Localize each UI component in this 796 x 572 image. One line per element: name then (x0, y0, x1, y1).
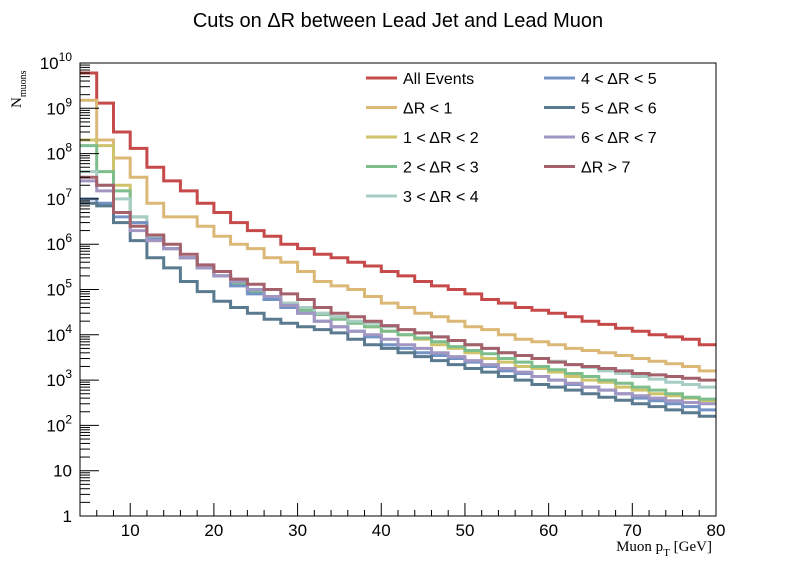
x-tick-label: 60 (539, 521, 558, 540)
series-line-7 (80, 201, 716, 418)
legend: All Events ΔR < 1 1 < ΔR < 2 2 < ΔR < 3 3 < … (366, 71, 657, 206)
plot-curves (80, 71, 716, 418)
legend-label: 3 < ΔR < 4 (403, 189, 479, 206)
x-tick-label: 80 (707, 521, 726, 540)
chart-title: Cuts on ΔR between Lead Jet and Lead Muo… (193, 10, 603, 32)
series-line-1 (80, 71, 716, 347)
x-tick-label: 10 (121, 521, 140, 540)
x-tick-label: 70 (623, 521, 642, 540)
y-tick-label: 1 (63, 507, 72, 526)
y-tick-label: 103 (46, 367, 72, 390)
x-axis-label: Muon pT [GeV] (616, 539, 712, 559)
legend-label: ΔR > 7 (581, 160, 630, 177)
y-tick-label: 1010 (40, 50, 73, 73)
x-tick-label: 30 (288, 521, 307, 540)
series-line-8 (80, 179, 716, 406)
legend-label: 1 < ΔR < 2 (403, 130, 479, 147)
legend-label: 4 < ΔR < 5 (581, 71, 657, 88)
y-tick-label: 106 (46, 231, 72, 254)
axes: 10 20 30 40 50 60 70 80 1 10 102 103 104 105 106 107 108… (40, 50, 726, 540)
series-line-2 (80, 98, 716, 373)
series-line-9 (80, 175, 716, 382)
y-tick-label: 102 (46, 412, 72, 435)
y-tick-label: 109 (46, 95, 72, 118)
x-tick-label: 40 (372, 521, 391, 540)
y-tick-label: 10 (53, 462, 72, 481)
y-tick-label: 107 (46, 186, 72, 209)
legend-label: All Events (403, 71, 474, 88)
y-tick-label: 104 (46, 322, 72, 345)
legend-label: 6 < ΔR < 7 (581, 130, 657, 147)
x-tick-label: 50 (455, 521, 474, 540)
legend-label: ΔR < 1 (403, 101, 452, 118)
legend-label: 2 < ΔR < 3 (403, 160, 479, 177)
x-tick-label: 20 (204, 521, 223, 540)
y-tick-label: 105 (46, 277, 72, 300)
y-axis-label: Nmuons (9, 70, 29, 108)
legend-label: 5 < ΔR < 6 (581, 101, 657, 118)
y-tick-label: 108 (46, 141, 72, 164)
